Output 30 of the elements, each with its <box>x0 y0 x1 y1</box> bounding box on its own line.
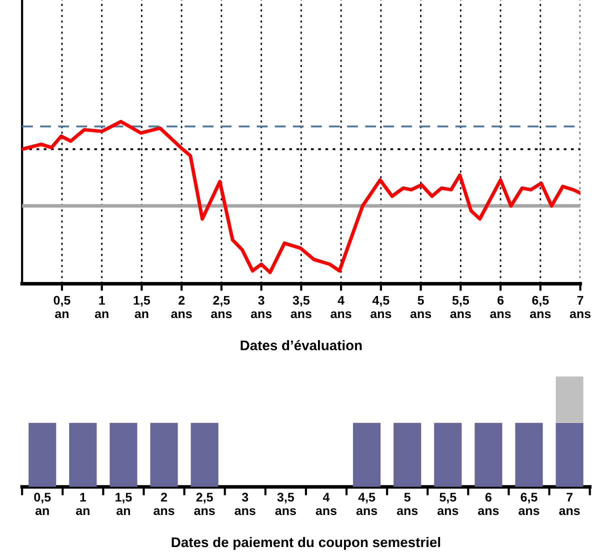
x-tick-label: 2,5 ans <box>194 492 215 516</box>
x-axis-title: Dates d’évaluation <box>240 340 362 350</box>
x-tick-label: 5,5 ans <box>450 296 471 318</box>
x-tick-label: 5,5 ans <box>438 492 458 516</box>
x-tick-label: 7 ans <box>570 296 591 318</box>
x-tick-label: 4 ans <box>316 492 336 516</box>
x-tick-label: 2 ans <box>154 492 174 516</box>
x-tick-label: 4,5 ans <box>356 492 378 516</box>
x-axis-title: Dates de paiement du coupon semestriel <box>172 536 440 550</box>
x-tick-label: 5 ans <box>396 492 418 516</box>
x-tick-label: 3,5 ans <box>290 296 312 318</box>
x-tick-label: 4 ans <box>330 296 352 318</box>
x-tick-label: 1 an <box>76 492 90 516</box>
x-tick-label: 2 ans <box>171 296 192 318</box>
x-tick-label: 4,5 ans <box>370 296 392 318</box>
x-tick-label: 3 ans <box>234 492 256 516</box>
x-tick-label: 5 ans <box>410 296 432 318</box>
x-tick-label: 0,5 an <box>54 296 70 318</box>
x-tick-label: 1 an <box>94 296 108 318</box>
x-tick-label: 6,5 ans <box>530 296 551 318</box>
x-tick-label: 0,5 an <box>34 492 51 516</box>
x-tick-label: 2,5 ans <box>211 296 232 318</box>
x-tick-label: 3 ans <box>250 296 272 318</box>
x-tick-label: 1,5 an <box>116 492 132 516</box>
x-tick-label: 6,5 ans <box>518 492 540 516</box>
x-tick-label: 6 ans <box>490 296 511 318</box>
x-tick-label: 7 ans <box>559 492 580 516</box>
x-tick-label: 1,5 an <box>134 296 150 318</box>
x-tick-label: 3,5 ans <box>275 492 296 516</box>
x-tick-label: 6 ans <box>478 492 499 516</box>
